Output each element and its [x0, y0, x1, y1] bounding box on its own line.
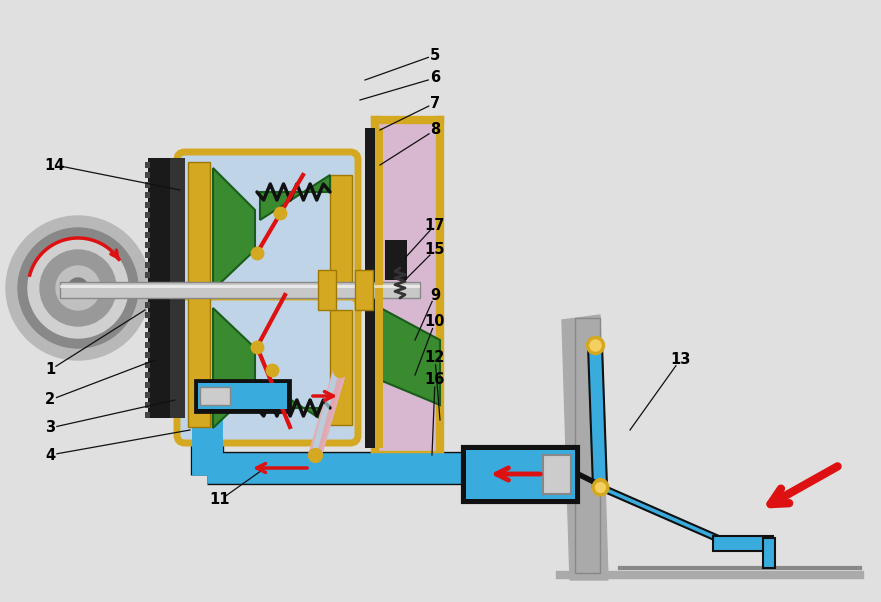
Bar	[355, 270, 373, 310]
Bar	[145, 282, 150, 288]
Text: 13: 13	[670, 353, 690, 367]
Bar	[145, 302, 150, 308]
Bar	[145, 342, 150, 348]
Text: 1: 1	[45, 362, 56, 377]
Text: 7: 7	[430, 96, 440, 111]
Bar	[145, 162, 150, 168]
Bar	[375, 120, 440, 455]
Bar	[575, 318, 600, 573]
Bar	[763, 538, 775, 568]
Bar	[145, 232, 150, 238]
Polygon shape	[260, 380, 330, 425]
Text: 14: 14	[45, 158, 65, 173]
Bar	[145, 202, 150, 208]
Text: 15: 15	[425, 243, 445, 258]
Text: 11: 11	[210, 492, 230, 507]
Bar	[60, 285, 420, 288]
Text: 2: 2	[45, 393, 55, 408]
Bar	[145, 322, 150, 328]
Bar	[713, 536, 773, 551]
Bar	[145, 192, 150, 198]
Bar	[145, 262, 150, 268]
Circle shape	[6, 216, 150, 360]
Bar	[145, 172, 150, 178]
Polygon shape	[588, 345, 607, 487]
Bar	[148, 158, 178, 418]
Text: 9: 9	[430, 288, 440, 302]
Polygon shape	[375, 305, 440, 405]
Polygon shape	[260, 175, 330, 220]
Bar	[145, 392, 150, 398]
Circle shape	[28, 238, 128, 338]
Bar	[145, 332, 150, 338]
Bar	[145, 292, 150, 298]
Bar	[145, 382, 150, 388]
Bar	[200, 387, 230, 405]
Bar	[188, 162, 210, 427]
Bar	[145, 362, 150, 368]
Bar	[375, 128, 383, 448]
Bar	[195, 380, 290, 412]
Text: 4: 4	[45, 447, 55, 462]
Bar	[330, 310, 352, 425]
Bar	[463, 447, 578, 502]
Polygon shape	[593, 487, 735, 543]
Bar	[145, 312, 150, 318]
Bar	[170, 158, 185, 418]
Bar	[145, 182, 150, 188]
Bar	[145, 372, 150, 378]
Circle shape	[18, 228, 138, 348]
Text: 12: 12	[425, 350, 445, 365]
Text: 6: 6	[430, 70, 440, 85]
Bar	[145, 352, 150, 358]
Text: 8: 8	[430, 122, 440, 137]
FancyBboxPatch shape	[177, 297, 358, 443]
Text: 17: 17	[425, 217, 445, 232]
Bar	[145, 222, 150, 228]
Text: 3: 3	[45, 421, 55, 435]
Text: 10: 10	[425, 314, 445, 329]
Bar	[318, 270, 336, 310]
Bar	[330, 175, 352, 290]
Polygon shape	[213, 308, 255, 428]
Bar	[60, 282, 420, 298]
Bar	[385, 240, 407, 280]
Text: 5: 5	[430, 48, 440, 63]
Bar	[145, 252, 150, 258]
Circle shape	[40, 250, 116, 326]
Bar	[145, 412, 150, 418]
Bar	[145, 272, 150, 278]
Bar	[466, 450, 575, 499]
Bar	[543, 455, 571, 494]
Text: 16: 16	[425, 373, 445, 388]
Circle shape	[56, 266, 100, 310]
Circle shape	[68, 278, 88, 298]
Bar	[145, 212, 150, 218]
Bar	[145, 242, 150, 248]
Polygon shape	[213, 168, 255, 290]
Bar	[365, 128, 379, 448]
Bar	[145, 402, 150, 408]
FancyBboxPatch shape	[177, 152, 358, 298]
Bar	[198, 383, 287, 409]
Polygon shape	[562, 315, 608, 580]
